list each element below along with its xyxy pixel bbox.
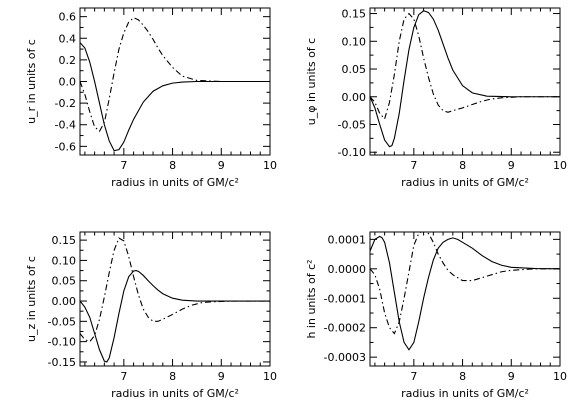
h-y-tick-label: -0.0002 [324,322,366,335]
ur-x-tick-label: 9 [218,159,225,172]
ur-y-tick-label: 0.2 [59,54,77,67]
uphi-series-dashdot-line [370,12,560,121]
ur-x-tick-label: 7 [120,159,127,172]
uz-x-tick-label: 10 [263,370,277,383]
uphi-x-tick-label: 9 [508,159,515,172]
h-x-axis-label: radius in units of GM/c² [401,387,529,400]
h-x-tick-label: 8 [459,370,466,383]
h-plot-frame [369,231,561,367]
h-series-dashdot-line [370,232,560,335]
uphi-y-axis-label: u_φ in units of c [305,38,318,125]
ur-x-tick-label: 10 [263,159,277,172]
h-y-tick-label: 0.0000 [328,263,367,276]
uphi-x-tick-label: 8 [459,159,466,172]
uphi-x-tick-label: 10 [553,159,567,172]
uz-y-tick-label: -0.10 [48,336,76,349]
h-y-axis-label: h in units of c² [305,259,318,338]
uz-y-tick-label: 0.15 [52,234,77,247]
ur-series-solid-line [80,42,270,152]
ur-x-tick-label: 8 [169,159,176,172]
uphi-plot-frame [369,7,561,156]
uphi-y-tick-label: -0.10 [338,146,366,159]
uphi-x-axis-label: radius in units of GM/c² [401,176,529,189]
h-x-tick-label: 9 [508,370,515,383]
h-y-tick-label: -0.0001 [324,292,366,305]
uz-x-tick-label: 8 [169,370,176,383]
h-y-tick-label: -0.0003 [324,351,366,364]
uphi-y-tick-label: 0.05 [342,63,367,76]
uz-y-tick-label: 0.00 [52,295,77,308]
uz-x-axis-label: radius in units of GM/c² [111,387,239,400]
uz-plot-frame [79,231,271,367]
uz-y-tick-label: 0.05 [52,275,77,288]
ur-y-tick-label: 0.4 [59,32,77,45]
uphi-y-tick-label: -0.05 [338,118,366,131]
uz-y-tick-label: -0.05 [48,315,76,328]
uz-x-tick-label: 7 [120,370,127,383]
uphi-x-tick-label: 7 [410,159,417,172]
uphi-y-tick-label: 0.10 [342,35,367,48]
ur-y-tick-label: -0.2 [55,97,76,110]
uphi-y-tick-label: 0.15 [342,8,367,21]
h-x-tick-label: 10 [553,370,567,383]
h-x-tick-label: 7 [410,370,417,383]
uz-series-solid-line [80,270,270,363]
ur-series-dashdot-line [80,17,270,133]
h-series-solid-line [370,235,560,351]
uz-y-axis-label: u_z in units of c [25,256,38,342]
ur-x-axis-label: radius in units of GM/c² [111,176,239,189]
ur-y-axis-label: u_r in units of c [25,39,38,124]
panel-uphi: 7 8 9 10 -0.10 -0.05 0.00 0.05 0.10 0.15 radius in… [305,7,567,189]
uz-y-tick-label: 0.10 [52,254,77,267]
ur-y-tick-label: 0.0 [59,76,77,89]
panel-uz: 7 8 9 10 -0.15 -0.10 -0.05 0.00 0.05 0.10 0.15 radi… [25,231,277,400]
panel-ur: 7 8 9 10 -0.6 -0.4 -0.2 0.0 0.2 0.4 0.6 radius in u… [25,7,277,189]
h-y-tick-label: 0.0001 [328,233,367,246]
uphi-y-tick-label: 0.00 [342,91,367,104]
ur-y-tick-label: -0.4 [55,119,76,132]
ur-y-tick-label: -0.6 [55,140,76,153]
uz-y-tick-label: -0.15 [48,356,76,369]
panel-h: 7 8 9 10 -0.0003 -0.0002 -0.0001 0.0000 0.0001 ra… [305,231,567,400]
uz-series-dashdot-line [80,237,270,343]
uz-x-tick-label: 9 [218,370,225,383]
uphi-series-solid-line [370,10,560,148]
ur-y-tick-label: 0.6 [59,11,77,24]
